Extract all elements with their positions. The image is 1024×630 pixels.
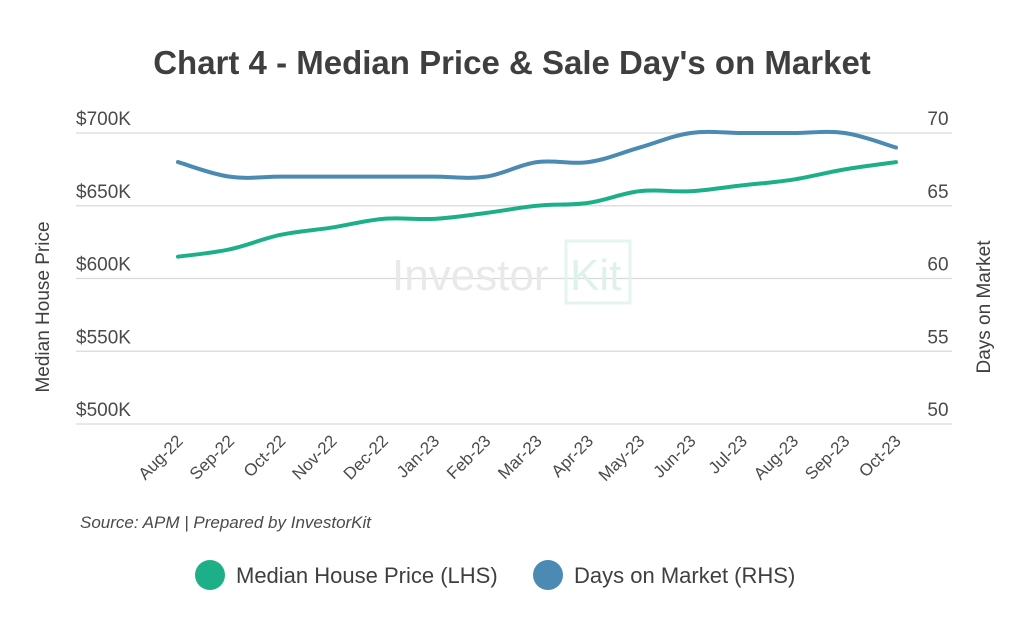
y-tick-right: 55	[927, 327, 948, 348]
x-tick: Feb-23	[443, 431, 495, 483]
y-tick-left: $700K	[76, 109, 131, 130]
x-tick: Jan-23	[393, 431, 443, 481]
x-tick: Jun-23	[649, 431, 699, 481]
y-tick-right: 60	[927, 255, 948, 276]
x-tick: Dec-22	[340, 431, 392, 483]
legend-marker-days	[533, 560, 563, 590]
legend-item-price[interactable]: Median House Price (LHS)	[195, 560, 498, 590]
x-tick: Jul-23	[705, 431, 751, 477]
y-axis-left-label: Median House Price	[33, 221, 54, 392]
x-tick: Nov-22	[288, 431, 340, 483]
watermark-logo-text: Kit	[570, 251, 621, 300]
series-layer	[176, 129, 898, 259]
x-axis-ticks: Aug-22 Sep-22 Oct-22 Nov-22 Dec-22 Jan-23 Feb-…	[135, 431, 905, 485]
y-axis-right-ticks: 70 65 60 55 50	[927, 109, 948, 421]
series-line-days	[176, 129, 898, 180]
legend: Median House Price (LHS) Days on Market …	[195, 560, 795, 590]
watermark: Investor Kit	[392, 239, 632, 305]
chart-title: Chart 4 - Median Price & Sale Day's on M…	[153, 44, 871, 81]
y-tick-right: 50	[927, 400, 948, 421]
y-tick-left: $600K	[76, 255, 131, 276]
watermark-logo-box	[564, 239, 632, 305]
x-tick: Aug-23	[750, 431, 802, 483]
y-tick-right: 70	[927, 109, 948, 130]
y-axis-right-label: Days on Market	[974, 240, 995, 374]
x-tick: Oct-23	[855, 431, 905, 481]
legend-label-days: Days on Market (RHS)	[574, 563, 795, 588]
y-axis-left-ticks: $700K $650K $600K $550K $500K	[76, 109, 131, 421]
x-tick: Mar-23	[494, 431, 546, 483]
legend-item-days[interactable]: Days on Market (RHS)	[533, 560, 795, 590]
x-tick: Sep-23	[801, 431, 853, 483]
x-tick: Oct-22	[240, 431, 290, 481]
source-note: Source: APM | Prepared by InvestorKit	[80, 513, 372, 532]
y-tick-left: $650K	[76, 182, 131, 203]
legend-marker-price	[195, 560, 225, 590]
y-tick-left: $550K	[76, 327, 131, 348]
y-tick-right: 65	[927, 182, 948, 203]
x-tick: Apr-23	[548, 431, 598, 481]
x-tick: Aug-22	[135, 431, 187, 483]
legend-label-price: Median House Price (LHS)	[236, 563, 498, 588]
x-tick: May-23	[595, 431, 649, 485]
watermark-text: Investor	[392, 251, 549, 300]
x-tick: Sep-22	[186, 431, 238, 483]
y-tick-left: $500K	[76, 400, 131, 421]
